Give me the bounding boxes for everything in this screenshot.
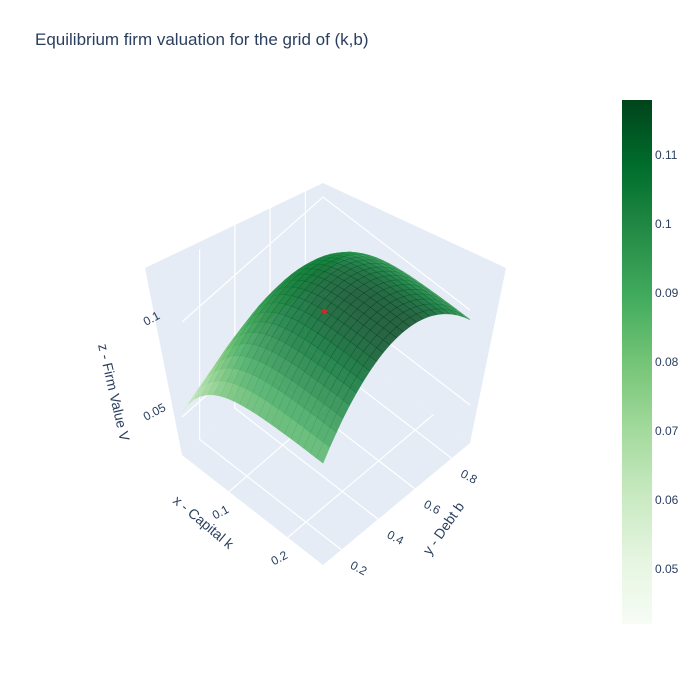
colorbar-tick-label: 0.06: [655, 493, 679, 507]
colorbar-tick-label: 0.1: [655, 217, 672, 231]
y-tick-label: 0.6: [421, 497, 443, 517]
z-axis-label: z - Firm Value V: [95, 342, 133, 443]
z-grid-line: [181, 196, 471, 323]
z-tick-label: 0.05: [141, 400, 168, 423]
colorbar-gradient: [622, 100, 652, 624]
surface: [181, 251, 471, 464]
y-grid-line: [234, 407, 379, 520]
x-axis-label: x - Capital k: [170, 492, 238, 552]
y-tick-label: 0.2: [348, 558, 370, 578]
marker-point: [322, 308, 327, 314]
colorbar-tick-label: 0.11: [655, 148, 678, 162]
colorbar-tick-label: 0.08: [655, 355, 679, 369]
y-tick-label: 0.8: [458, 467, 480, 487]
x-grid-line: [287, 414, 434, 538]
back-left-pane: [145, 183, 323, 455]
y-tick-label: 0.4: [385, 528, 407, 548]
chart-title: Equilibrium firm valuation for the grid …: [35, 30, 369, 49]
colorbar-tick-label: 0.05: [655, 562, 679, 576]
scene-panes: [145, 155, 506, 565]
x-tick-label: 0.2: [269, 548, 291, 568]
colorbar: 0.05 0.06 0.07 0.08 0.09 0.1 0.11: [622, 100, 679, 624]
colorbar-tick-label: 0.07: [655, 424, 679, 438]
y-grid-line: [199, 438, 342, 551]
colorbar-ticks: 0.05 0.06 0.07 0.08 0.09 0.1 0.11: [655, 148, 679, 576]
colorbar-tick-label: 0.09: [655, 286, 679, 300]
surface-patch: [316, 441, 331, 464]
